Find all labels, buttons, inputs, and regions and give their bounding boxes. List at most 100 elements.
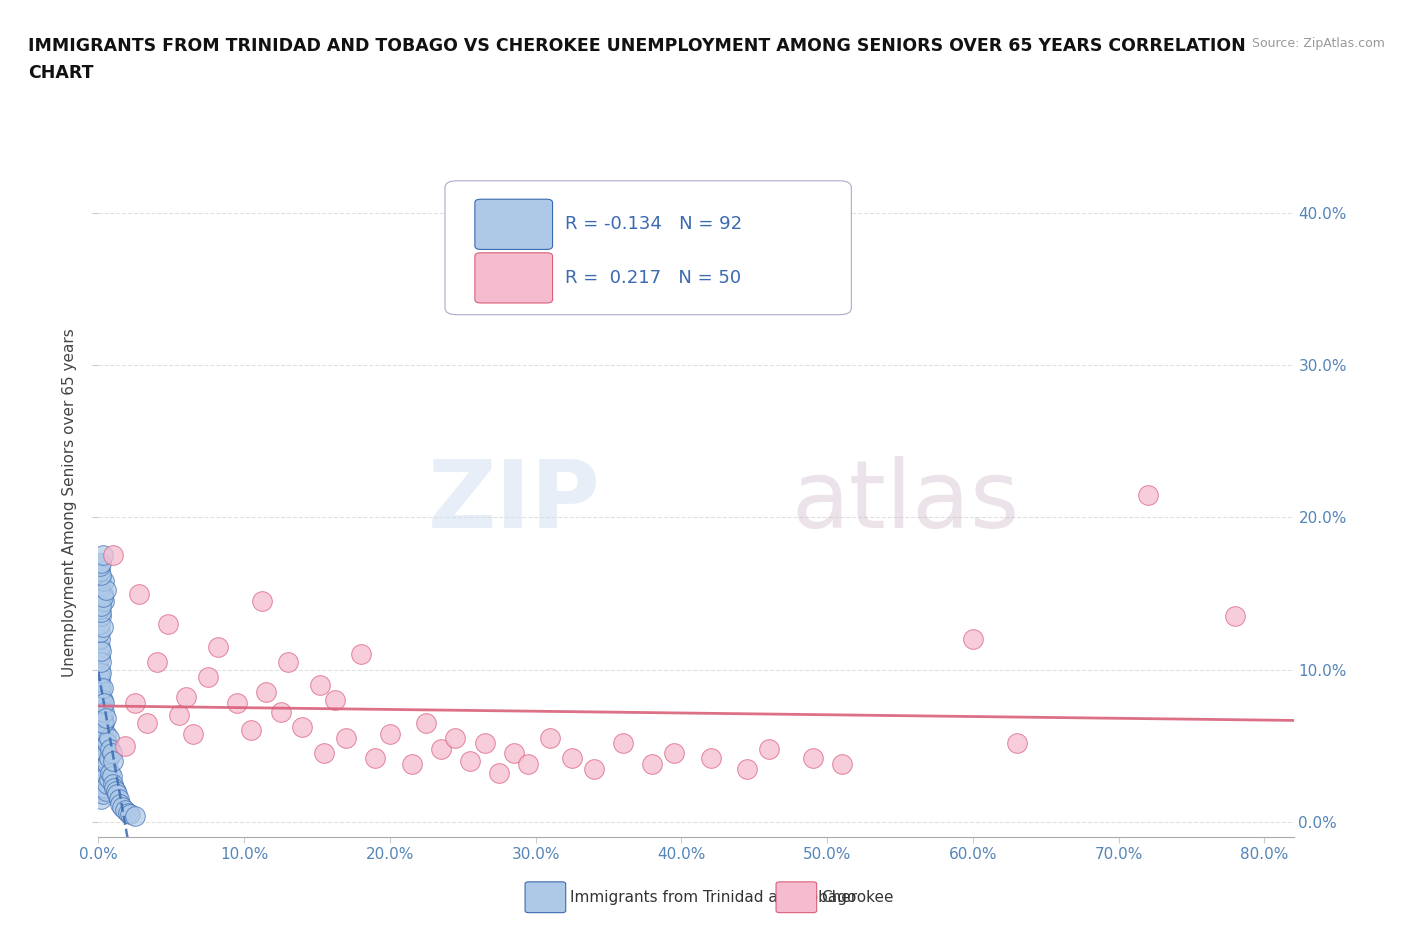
Text: IMMIGRANTS FROM TRINIDAD AND TOBAGO VS CHEROKEE UNEMPLOYMENT AMONG SENIORS OVER : IMMIGRANTS FROM TRINIDAD AND TOBAGO VS C…: [28, 37, 1246, 82]
Point: [104, 784, 127, 799]
Point: [167, 708, 190, 723]
Point: [90, 693, 112, 708]
Point: [1225, 609, 1247, 624]
Point: [96, 777, 118, 791]
Point: [174, 689, 197, 704]
Point: [89, 685, 111, 700]
Point: [101, 777, 124, 791]
Point: [98, 765, 121, 780]
Point: [962, 631, 984, 646]
Point: [1005, 736, 1028, 751]
Point: [415, 715, 437, 730]
Point: [90, 598, 112, 613]
Point: [93, 731, 115, 746]
Point: [207, 639, 229, 654]
Point: [90, 568, 112, 583]
Point: [89, 696, 111, 711]
Point: [117, 805, 139, 820]
Point: [93, 705, 115, 720]
Point: [89, 639, 111, 654]
Point: [94, 746, 117, 761]
Point: [90, 756, 112, 771]
Point: [90, 705, 112, 720]
Point: [662, 746, 685, 761]
Text: Source: ZipAtlas.com: Source: ZipAtlas.com: [1251, 37, 1385, 50]
Point: [801, 751, 824, 765]
Point: [758, 741, 780, 756]
Point: [502, 746, 524, 761]
Text: atlas: atlas: [792, 457, 1019, 548]
Point: [97, 731, 120, 746]
Point: [323, 693, 346, 708]
Point: [90, 644, 112, 658]
Text: Cherokee: Cherokee: [821, 890, 894, 905]
Point: [430, 741, 453, 756]
FancyBboxPatch shape: [444, 180, 852, 314]
Point: [89, 674, 111, 689]
Point: [114, 738, 136, 753]
Point: [120, 806, 142, 821]
Point: [124, 696, 146, 711]
Point: [93, 593, 115, 608]
Point: [135, 715, 157, 730]
Point: [94, 784, 117, 799]
Point: [1136, 487, 1159, 502]
Point: [89, 685, 111, 700]
Point: [110, 796, 132, 811]
Point: [90, 741, 112, 756]
FancyBboxPatch shape: [475, 199, 553, 249]
Point: [103, 781, 125, 796]
Text: Immigrants from Trinidad and Tobago: Immigrants from Trinidad and Tobago: [571, 890, 856, 905]
FancyBboxPatch shape: [524, 882, 565, 912]
Point: [157, 617, 180, 631]
Point: [97, 772, 120, 787]
Point: [93, 715, 115, 730]
Point: [91, 787, 114, 802]
Point: [89, 731, 111, 746]
Point: [90, 791, 112, 806]
Point: [89, 650, 111, 665]
Point: [90, 555, 112, 570]
Point: [270, 705, 292, 720]
Point: [90, 708, 112, 723]
Point: [128, 586, 150, 601]
Point: [641, 756, 664, 771]
Point: [444, 731, 467, 746]
Text: ZIP: ZIP: [427, 457, 600, 548]
Point: [89, 578, 111, 593]
Point: [314, 746, 336, 761]
Point: [517, 756, 540, 771]
Y-axis label: Unemployment Among Seniors over 65 years: Unemployment Among Seniors over 65 years: [62, 328, 77, 677]
Point: [89, 602, 111, 617]
Point: [145, 655, 167, 670]
Point: [181, 726, 204, 741]
Point: [378, 726, 401, 741]
Point: [89, 624, 111, 639]
Point: [240, 723, 263, 737]
Point: [90, 681, 112, 696]
Point: [277, 655, 299, 670]
Point: [91, 715, 114, 730]
Point: [91, 711, 114, 725]
Point: [89, 670, 111, 684]
Point: [89, 784, 111, 799]
FancyBboxPatch shape: [475, 253, 553, 303]
Point: [90, 604, 112, 619]
Point: [89, 631, 111, 646]
Text: R = -0.134   N = 92: R = -0.134 N = 92: [565, 216, 741, 233]
Point: [105, 787, 128, 802]
Point: [89, 617, 111, 631]
Point: [831, 756, 853, 771]
Point: [250, 593, 273, 608]
Point: [309, 677, 332, 692]
Point: [97, 751, 120, 765]
Point: [335, 731, 357, 746]
Point: [612, 736, 634, 751]
Point: [91, 736, 114, 751]
Point: [111, 799, 134, 814]
Point: [90, 609, 112, 624]
Point: [96, 736, 118, 751]
Point: [91, 723, 114, 737]
Point: [350, 647, 373, 662]
Point: [94, 583, 117, 598]
